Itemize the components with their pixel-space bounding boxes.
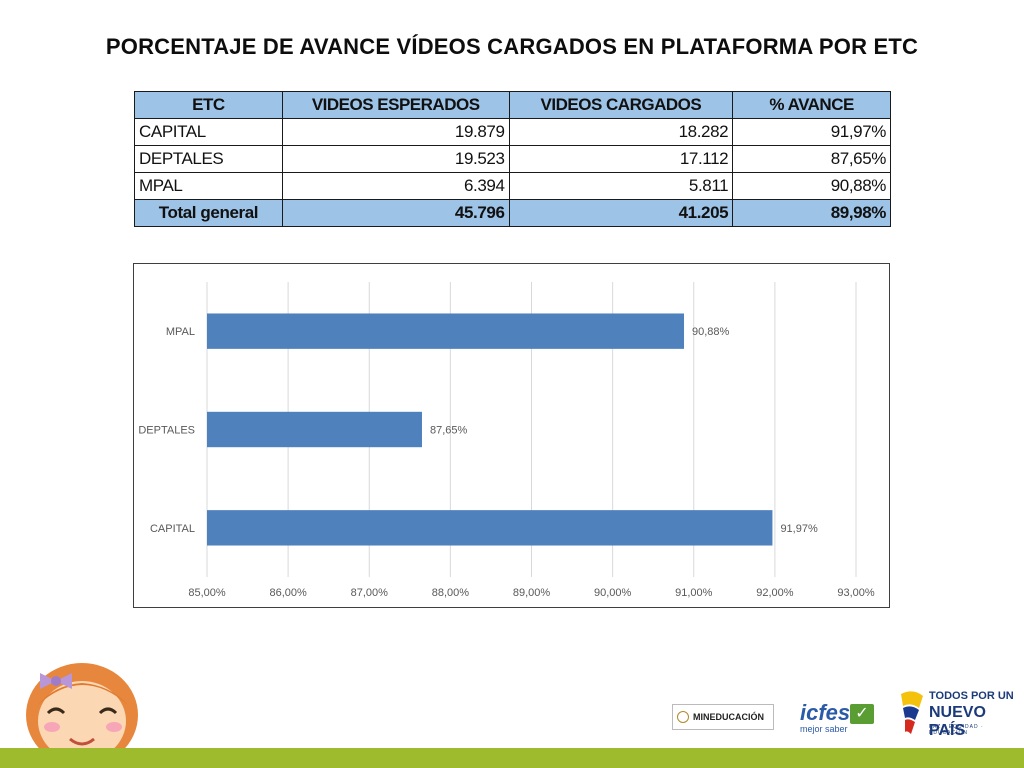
bar-chart: 85,00% 86,00% 87,00% 88,00% 89,00% 90,00% 91,0… <box>138 282 875 599</box>
x-tick-label: 90,00% <box>594 587 632 599</box>
header-avance: % AVANCE <box>732 91 891 119</box>
cell-etc: DEPTALES <box>134 145 283 173</box>
cell-avance: 90,88% <box>732 172 891 200</box>
cell-esperados: 19.523 <box>281 145 510 173</box>
x-tick-label: 89,00% <box>513 587 551 599</box>
category-label: CAPITAL <box>150 523 195 535</box>
cell-etc: CAPITAL <box>134 118 283 146</box>
checkmark-icon: ✓ <box>850 704 874 724</box>
category-label: DEPTALES <box>138 425 195 437</box>
seal-icon <box>677 711 689 723</box>
x-tick-label: 92,00% <box>756 587 794 599</box>
x-tick-label: 87,00% <box>351 587 389 599</box>
table-row: DEPTALES 19.523 17.112 87,65% <box>134 145 891 173</box>
bar <box>207 411 422 448</box>
table-total-row: Total general 45.796 41.205 89,98% <box>134 199 891 227</box>
total-cargados: 41.205 <box>508 199 734 227</box>
header-videos-esperados: VIDEOS ESPERADOS <box>281 91 510 119</box>
cell-cargados: 5.811 <box>508 172 734 200</box>
data-label: 90,88% <box>692 326 730 338</box>
total-esperados: 45.796 <box>281 199 510 227</box>
page-title: PORCENTAJE DE AVANCE VÍDEOS CARGADOS EN … <box>105 34 919 59</box>
cell-esperados: 6.394 <box>281 172 510 200</box>
x-tick-label: 86,00% <box>269 587 307 599</box>
table-header-row: ETC VIDEOS ESPERADOS VIDEOS CARGADOS % A… <box>134 91 891 119</box>
x-tick-label: 93,00% <box>837 587 875 599</box>
cell-esperados: 19.879 <box>281 118 510 146</box>
icfes-logo: icfes mejor saber ✓ <box>800 702 880 736</box>
cell-avance: 91,97% <box>732 118 891 146</box>
cell-avance: 87,65% <box>732 145 891 173</box>
mineducacion-text: MINEDUCACIÓN <box>693 712 764 722</box>
footer-bar <box>0 748 1024 768</box>
summary-table: ETC VIDEOS ESPERADOS VIDEOS CARGADOS % A… <box>134 91 891 227</box>
nuevo-pais-logo: TODOS POR UN NUEVO PAÍS PAZ · EQUIDAD · … <box>897 688 1022 740</box>
table-row: MPAL 6.394 5.811 90,88% <box>134 172 891 200</box>
bar <box>207 510 773 546</box>
total-avance: 89,98% <box>732 199 891 227</box>
x-tick-label: 85,00% <box>188 587 226 599</box>
nuevo-pais-line3: PAZ · EQUIDAD · EDUCACIÓN <box>929 724 984 736</box>
x-tick-label: 88,00% <box>432 587 470 599</box>
icfes-tagline: mejor saber <box>800 724 848 734</box>
cell-cargados: 18.282 <box>508 118 734 146</box>
table-row: CAPITAL 19.879 18.282 91,97% <box>134 118 891 146</box>
bar <box>207 313 685 349</box>
x-tick-label: 91,00% <box>675 587 713 599</box>
header-videos-cargados: VIDEOS CARGADOS <box>508 91 734 119</box>
nuevo-pais-line2: NUEVO PAÍS <box>929 704 986 739</box>
bar-chart-frame: 85,00% 86,00% 87,00% 88,00% 89,00% 90,00% 91,0… <box>133 263 890 608</box>
total-label: Total general <box>134 199 283 227</box>
colombia-flag-icon <box>901 691 923 734</box>
header-etc: ETC <box>134 91 283 119</box>
icfes-text: icfes <box>800 700 851 725</box>
category-label: MPAL <box>166 326 195 338</box>
data-label: 91,97% <box>780 523 818 535</box>
cell-etc: MPAL <box>134 172 283 200</box>
cell-cargados: 17.112 <box>508 145 734 173</box>
nuevo-pais-line1: TODOS POR UN <box>929 690 1014 702</box>
data-label: 87,65% <box>430 425 468 437</box>
mineducacion-logo: MINEDUCACIÓN <box>672 704 774 730</box>
